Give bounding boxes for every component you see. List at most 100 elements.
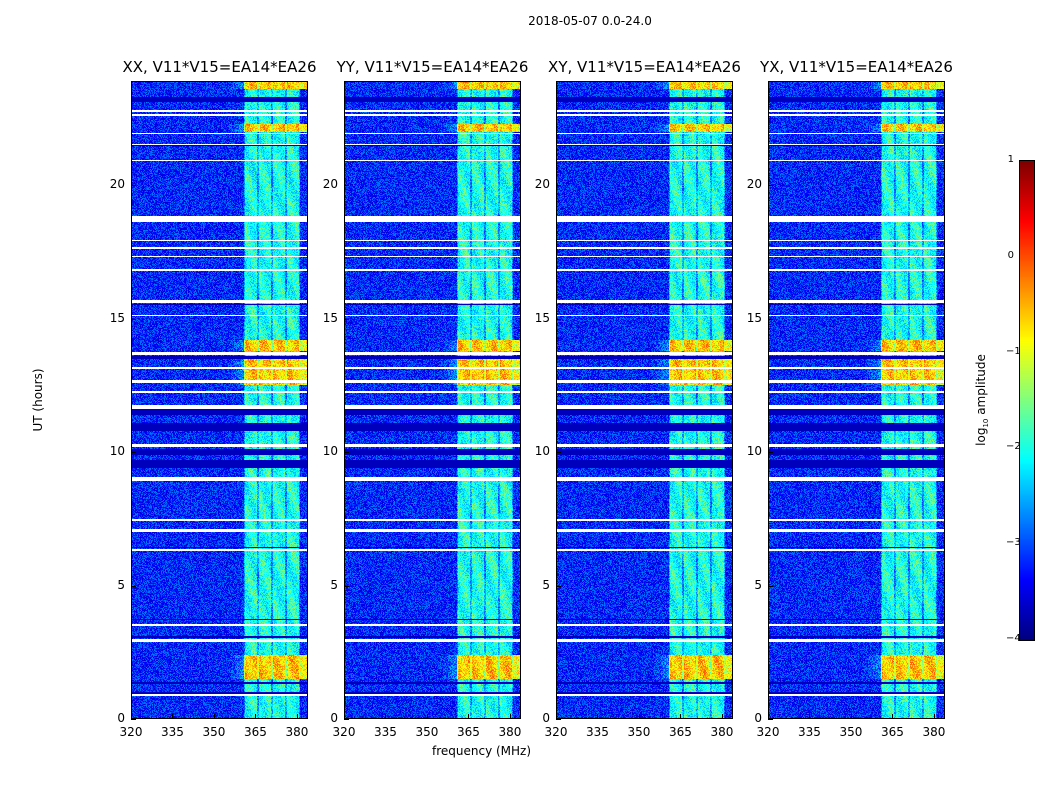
x-axis-label: frequency (MHz) — [432, 744, 532, 758]
x-tick-mark — [468, 714, 470, 719]
axes-frame — [131, 81, 308, 719]
y-tick-label: 5 — [117, 577, 125, 592]
heatmap — [556, 81, 733, 719]
x-tick-mark — [850, 714, 852, 719]
x-tick-label: 335 — [161, 725, 184, 739]
colorbar-tick-label: −1 — [1006, 345, 1021, 357]
x-tick-mark — [131, 714, 132, 719]
x-tick-mark — [721, 714, 723, 719]
y-tick-mark — [131, 185, 136, 187]
y-tick-mark — [556, 452, 561, 454]
heatmap — [768, 81, 945, 719]
x-tick-label: 365 — [669, 725, 692, 739]
x-tick-mark — [255, 714, 257, 719]
x-tick-label: 350 — [202, 725, 226, 739]
y-tick-mark — [344, 452, 349, 454]
x-tick-mark — [933, 714, 935, 719]
x-tick-label: 380 — [922, 725, 946, 739]
y-tick-mark — [556, 318, 561, 320]
y-tick-label: 15 — [534, 310, 550, 325]
y-tick-mark — [556, 585, 561, 587]
x-tick-mark — [296, 714, 298, 719]
y-tick-label: 0 — [117, 711, 125, 725]
colorbar-tick-label: −3 — [1006, 537, 1021, 549]
x-tick-label: 335 — [798, 725, 821, 739]
colorbar-tick-label: 1 — [1007, 154, 1014, 165]
y-tick-mark — [344, 185, 349, 187]
x-tick-label: 380 — [710, 725, 734, 739]
panel-title: YX, V11*V15=EA14*EA26 — [760, 58, 953, 76]
panel-title: XX, V11*V15=EA14*EA26 — [122, 58, 317, 76]
x-tick-label: 350 — [627, 725, 651, 739]
colorbar-tick-label: −2 — [1006, 441, 1021, 453]
x-tick-mark — [509, 714, 511, 719]
y-tick-mark — [556, 185, 561, 187]
x-tick-label: 320 — [119, 725, 143, 739]
figure-title: 2018-05-07 0.0-24.0 — [528, 14, 652, 28]
y-tick-label: 20 — [322, 177, 338, 192]
y-tick-mark — [556, 719, 561, 720]
panel-1: YY, V11*V15=EA14*EA26 320 335 350 365 380 0 5 10… — [323, 58, 529, 739]
panel-2: XY, V11*V15=EA14*EA26 320 335 350 365 380 0 5 10… — [535, 58, 741, 739]
colorbar — [1019, 160, 1035, 641]
y-tick-label: 15 — [109, 310, 125, 325]
x-tick-label: 380 — [285, 725, 309, 739]
x-tick-label: 350 — [839, 725, 863, 739]
x-tick-label: 365 — [881, 725, 904, 739]
y-tick-label: 0 — [754, 711, 762, 725]
axes-frame — [768, 81, 945, 719]
y-tick-label: 10 — [746, 444, 762, 459]
y-tick-label: 20 — [534, 177, 550, 192]
x-tick-mark — [892, 714, 894, 719]
y-tick-label: 5 — [542, 577, 550, 592]
y-tick-label: 15 — [322, 310, 338, 325]
colorbar-tick-label: −4 — [1006, 633, 1021, 644]
y-tick-label: 0 — [542, 711, 550, 725]
y-axis-label: UT (hours) — [31, 368, 45, 432]
x-tick-mark — [809, 714, 811, 719]
y-tick-label: 10 — [109, 444, 125, 459]
y-tick-label: 5 — [754, 577, 762, 592]
y-tick-mark — [344, 318, 349, 320]
x-tick-mark — [213, 714, 215, 719]
y-tick-mark — [131, 452, 136, 454]
y-tick-mark — [344, 719, 349, 720]
x-tick-label: 320 — [332, 725, 356, 739]
y-tick-mark — [768, 452, 773, 454]
x-tick-mark — [172, 714, 174, 719]
x-tick-label: 350 — [415, 725, 439, 739]
x-tick-label: 335 — [374, 725, 397, 739]
y-tick-label: 10 — [322, 444, 338, 459]
y-tick-mark — [344, 585, 349, 587]
x-tick-label: 335 — [586, 725, 609, 739]
x-tick-label: 320 — [756, 725, 780, 739]
y-tick-label: 15 — [746, 310, 762, 325]
y-tick-mark — [768, 185, 773, 187]
panel-0: XX, V11*V15=EA14*EA26 320 335 350 365 380 0 5 10… — [110, 58, 317, 739]
heatmap — [344, 81, 521, 719]
heatmap — [131, 81, 308, 719]
x-tick-mark — [344, 714, 345, 719]
x-tick-label: 365 — [457, 725, 480, 739]
y-tick-label: 5 — [330, 577, 338, 592]
y-tick-mark — [768, 585, 773, 587]
x-tick-mark — [768, 714, 769, 719]
x-tick-label: 365 — [244, 725, 267, 739]
axes-frame — [556, 81, 733, 719]
x-tick-mark — [385, 714, 387, 719]
y-tick-mark — [768, 318, 773, 320]
x-tick-mark — [426, 714, 428, 719]
panel-title: XY, V11*V15=EA14*EA26 — [548, 58, 741, 76]
x-tick-label: 320 — [544, 725, 568, 739]
y-tick-mark — [131, 585, 136, 587]
panel-3: YX, V11*V15=EA14*EA26 320 335 350 365 380 0 5 10… — [747, 58, 953, 739]
y-tick-label: 20 — [746, 177, 762, 192]
x-tick-mark — [680, 714, 682, 719]
y-tick-label: 10 — [534, 444, 550, 459]
x-tick-mark — [556, 714, 557, 719]
y-tick-mark — [131, 318, 136, 320]
axes-frame — [344, 81, 521, 719]
y-tick-label: 20 — [109, 177, 125, 192]
x-tick-label: 380 — [498, 725, 522, 739]
